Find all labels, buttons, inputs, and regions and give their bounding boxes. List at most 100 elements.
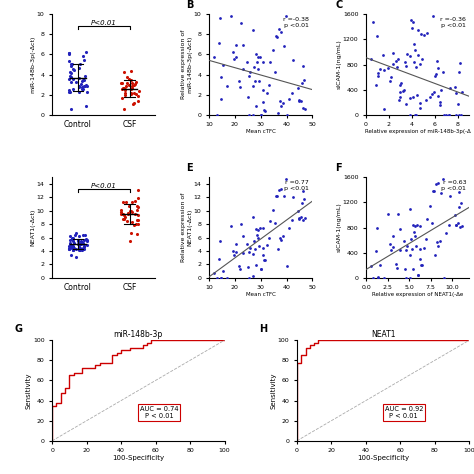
Point [83,88,91,95]
X-axis label: Mean cTFC: Mean cTFC [246,292,276,297]
Point [70,244,77,252]
Point [236,265,244,273]
Point [395,96,403,104]
Point [80,77,87,84]
Point [387,73,395,81]
Point [69,246,77,254]
Point [456,189,463,196]
Point [117,210,125,218]
Point [82,102,90,109]
Point [412,242,419,250]
Point [440,274,447,282]
Point [396,82,404,89]
Y-axis label: Relative expression of
miR-148b-3p(-Δct): Relative expression of miR-148b-3p(-Δct) [182,30,192,99]
Point [452,83,459,91]
Point [454,219,462,227]
Point [130,221,138,229]
Point [215,40,223,47]
Point [75,232,83,239]
Point [407,95,414,102]
Point [446,84,454,92]
Point [274,109,282,117]
Point [245,93,252,101]
Point [126,82,133,89]
Point [68,244,75,252]
Point [75,239,83,246]
Point [72,78,80,86]
Point [406,274,413,282]
Text: B: B [186,0,194,10]
Point [269,46,277,54]
Point [251,246,259,253]
Point [458,88,466,95]
Point [131,80,139,88]
Point [274,245,282,253]
Point [65,86,73,93]
Point [80,82,87,90]
Point [128,219,136,226]
Y-axis label: sICAM-1(ng/mL): sICAM-1(ng/mL) [337,203,341,252]
Point [243,59,251,66]
Point [69,242,77,249]
Point [120,215,128,223]
Point [452,111,459,118]
Point [255,65,262,73]
Point [422,96,430,103]
Point [255,242,263,250]
Point [75,239,83,247]
Point [118,94,126,101]
Point [69,235,77,242]
Point [75,241,83,249]
Point [416,255,424,263]
Point [410,94,417,101]
X-axis label: 100-Specificity: 100-Specificity [112,455,164,461]
Point [289,193,297,201]
Point [283,262,291,270]
Point [454,100,462,107]
Point [80,236,87,244]
Point [128,209,135,216]
Point [299,187,306,195]
Point [275,186,283,193]
Point [275,26,283,33]
Point [434,242,442,249]
Text: P<0.01: P<0.01 [91,20,117,26]
Point [232,248,239,256]
Point [121,213,128,221]
Point [374,72,382,80]
Point [273,32,280,39]
Point [300,76,308,83]
Point [245,111,253,118]
Point [297,97,305,105]
Point [394,55,402,63]
Point [254,53,262,61]
Title: miR-148b-3p: miR-148b-3p [114,330,163,339]
Text: H: H [259,324,267,334]
Point [295,96,302,104]
Point [134,194,142,201]
Point [132,79,139,86]
Point [128,207,135,215]
Point [250,64,258,71]
Point [78,80,85,88]
Point [416,222,424,229]
Point [428,219,436,227]
Point [236,262,243,269]
Point [81,72,89,80]
Point [428,91,436,98]
Point [289,56,297,64]
Point [217,95,225,103]
Point [130,82,138,89]
Point [66,244,74,252]
Point [257,111,264,118]
Point [223,82,230,90]
Point [408,245,416,253]
Point [376,65,383,73]
Point [259,252,267,259]
Point [394,210,402,218]
Point [384,210,392,218]
Point [273,192,280,200]
Point [67,78,75,86]
Point [262,256,269,264]
Point [416,104,424,112]
